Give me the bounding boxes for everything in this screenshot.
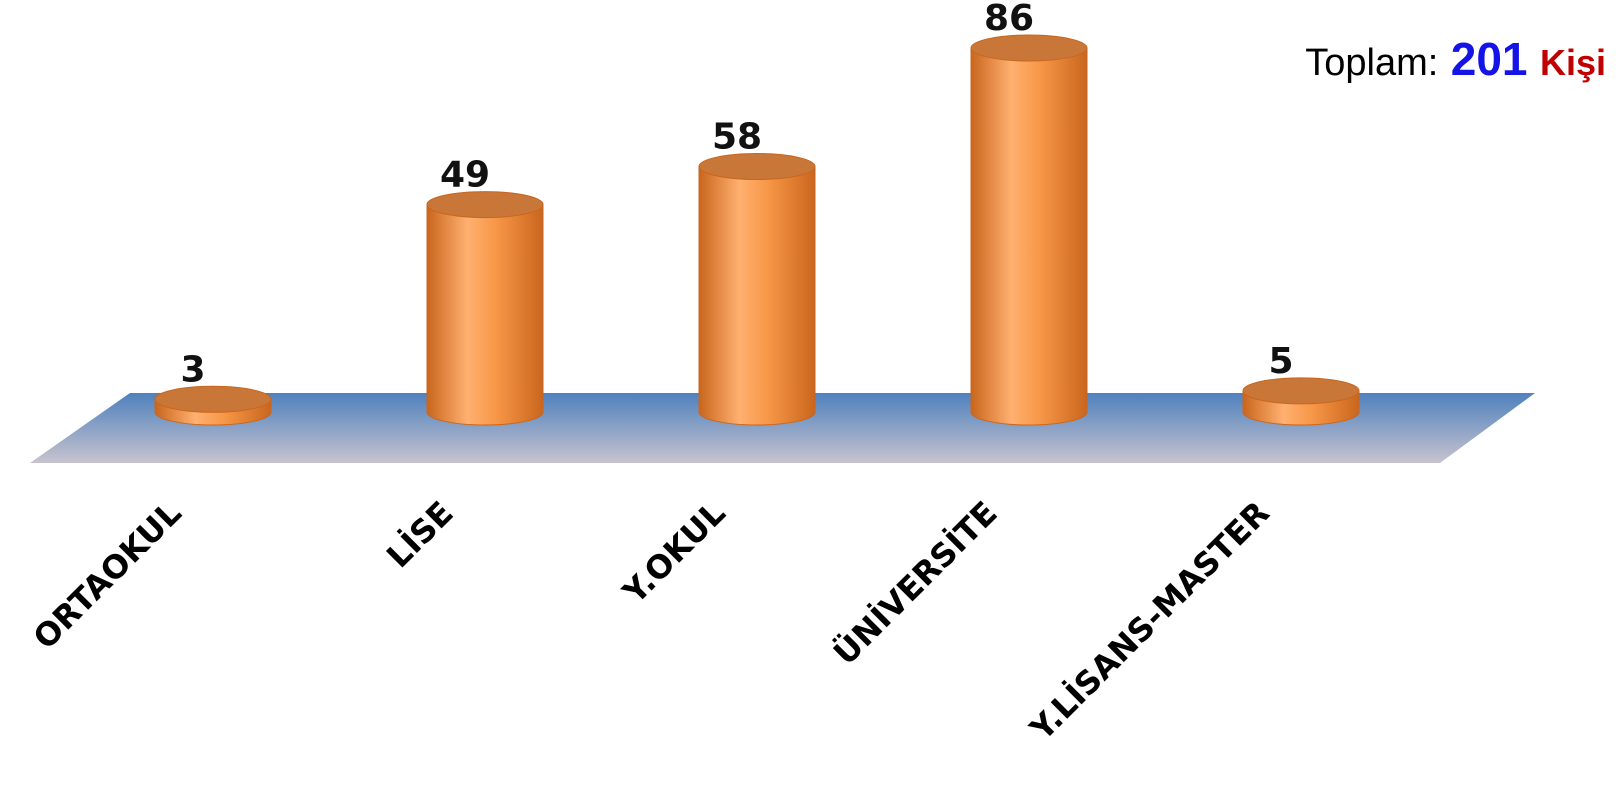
category-label: Y.LİSANS-MASTER [1022, 494, 1277, 749]
chart-floor [30, 393, 1535, 463]
bar-top [970, 34, 1088, 62]
category-labels-group: ORTAOKUL LİSE Y.OKUL ÜNİVERSİTE Y.LİSANS-MAS… [26, 494, 1277, 749]
bar-top [698, 153, 816, 181]
category-label: ORTAOKUL [26, 494, 189, 657]
bar-y-li-sans-master [1242, 377, 1360, 426]
total-summary: Toplam: 201 Kişi [1305, 32, 1606, 86]
value-label: 86 [984, 0, 1034, 39]
bar--ni-versi-te [970, 34, 1088, 426]
bar-top [154, 385, 272, 413]
bar-li-se [426, 191, 544, 426]
bar-top [1242, 377, 1360, 405]
category-label: ÜNİVERSİTE [826, 494, 1005, 673]
bars-group: 3 49 58 86 5 [154, 0, 1360, 426]
value-label: 5 [1268, 341, 1293, 382]
bar-y-okul [698, 153, 816, 426]
bar-ortaokul [154, 385, 272, 426]
category-label: LİSE [379, 494, 460, 575]
value-label: 58 [712, 117, 762, 158]
bar-top [426, 191, 544, 219]
value-label: 3 [180, 349, 205, 390]
bar-body [970, 47, 1088, 426]
bar-body [426, 204, 544, 426]
category-label: Y.OKUL [615, 494, 733, 612]
total-label: Toplam: [1305, 42, 1439, 84]
value-label: 49 [440, 155, 490, 196]
total-unit: Kişi [1539, 42, 1606, 83]
bar-body [698, 166, 816, 426]
total-value: 201 [1450, 33, 1528, 85]
